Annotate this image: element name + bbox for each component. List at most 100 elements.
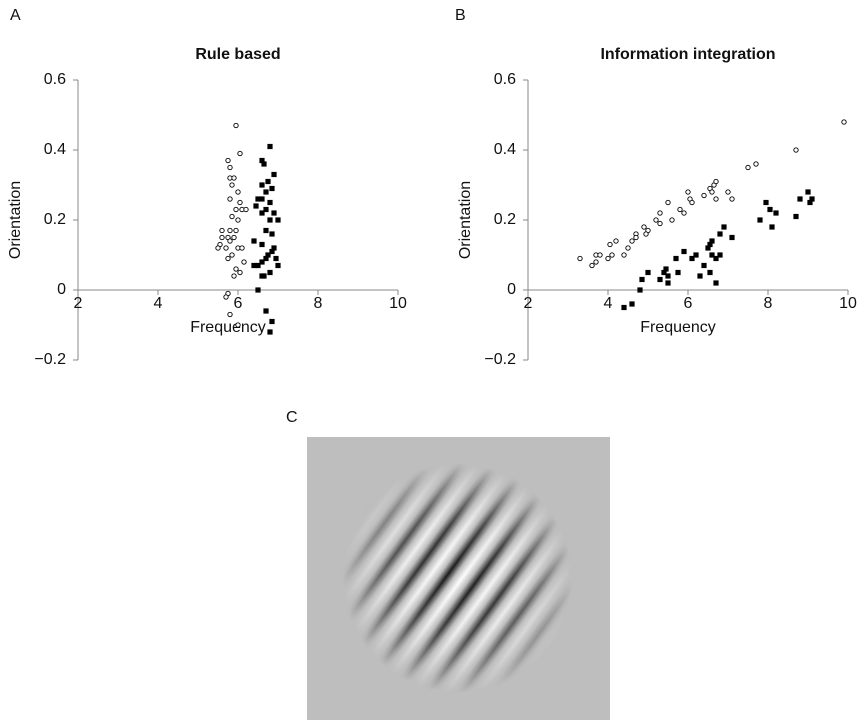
data-point <box>629 301 634 306</box>
x-tick-label: 2 <box>524 295 533 312</box>
y-tick-label: −0.2 <box>484 351 516 368</box>
data-point <box>230 183 234 187</box>
data-point <box>634 235 638 239</box>
data-point <box>259 242 264 247</box>
y-tick-label: 0.2 <box>494 211 516 228</box>
data-point <box>665 273 670 278</box>
data-point <box>228 197 232 201</box>
data-point <box>234 207 238 211</box>
data-point <box>594 260 598 264</box>
data-point <box>754 162 758 166</box>
data-point <box>598 253 602 257</box>
data-point <box>265 179 270 184</box>
data-point <box>261 161 266 166</box>
data-point <box>230 214 234 218</box>
data-point <box>255 263 260 268</box>
data-point <box>717 231 722 236</box>
x-tick-label: 8 <box>764 295 773 312</box>
data-point <box>614 239 618 243</box>
data-point <box>658 221 662 225</box>
y-tick-label: 0.4 <box>44 141 66 158</box>
y-axis-label: Orientation <box>7 181 24 259</box>
data-point <box>269 319 274 324</box>
data-point <box>707 270 712 275</box>
data-point <box>729 235 734 240</box>
data-point <box>642 225 646 229</box>
data-point <box>682 211 686 215</box>
data-point <box>275 263 280 268</box>
data-point <box>234 267 238 271</box>
data-point <box>263 228 268 233</box>
data-point <box>644 232 648 236</box>
data-point <box>713 280 718 285</box>
x-tick-label: 6 <box>234 295 243 312</box>
data-point <box>267 200 272 205</box>
data-point <box>228 228 232 232</box>
x-tick-label: 10 <box>389 295 407 312</box>
data-point <box>269 186 274 191</box>
data-point <box>793 214 798 219</box>
x-axis-label: Frequency <box>190 319 266 336</box>
data-point <box>224 246 228 250</box>
data-point <box>693 252 698 257</box>
data-point <box>797 196 802 201</box>
data-point <box>263 308 268 313</box>
data-point <box>228 312 232 316</box>
data-point <box>726 190 730 194</box>
data-point <box>678 207 682 211</box>
data-point <box>658 211 662 215</box>
y-tick-label: 0 <box>57 281 66 298</box>
data-point <box>259 210 264 215</box>
data-point <box>681 249 686 254</box>
data-point <box>663 266 668 271</box>
data-point <box>242 260 246 264</box>
y-tick-label: 0 <box>507 281 516 298</box>
data-point <box>794 148 798 152</box>
data-point <box>238 151 242 155</box>
x-axis-label: Frequency <box>640 319 716 336</box>
data-point <box>714 197 718 201</box>
x-tick-label: 2 <box>74 295 83 312</box>
data-point <box>220 228 224 232</box>
panel-label: C <box>286 409 298 426</box>
data-point <box>675 270 680 275</box>
data-point <box>228 239 232 243</box>
data-point <box>232 176 236 180</box>
data-point <box>267 270 272 275</box>
data-point <box>717 252 722 257</box>
figure: A B C Rule based Frequency Orientation −0.2… <box>0 0 860 723</box>
data-point <box>714 179 718 183</box>
data-point <box>746 165 750 169</box>
data-point <box>267 217 272 222</box>
data-point <box>673 256 678 261</box>
data-point <box>670 218 674 222</box>
y-tick-label: 0.6 <box>44 71 66 88</box>
data-point <box>224 295 228 299</box>
data-point <box>271 172 276 177</box>
data-point <box>767 207 772 212</box>
data-point <box>721 224 726 229</box>
data-point <box>606 256 610 260</box>
y-axis-label: Orientation <box>457 181 474 259</box>
panel-label: A <box>10 7 21 24</box>
data-point <box>251 238 256 243</box>
data-point <box>259 182 264 187</box>
data-point <box>630 239 634 243</box>
data-point <box>230 253 234 257</box>
data-point <box>220 235 224 239</box>
data-point <box>610 253 614 257</box>
data-point <box>236 218 240 222</box>
data-point <box>216 246 220 250</box>
panel-label: B <box>455 7 466 24</box>
data-point <box>763 200 768 205</box>
chart-title: Rule based <box>195 46 280 63</box>
data-point <box>275 217 280 222</box>
data-point <box>665 280 670 285</box>
data-point <box>269 249 274 254</box>
data-point <box>590 263 594 267</box>
data-point <box>809 196 814 201</box>
data-point <box>263 189 268 194</box>
data-point <box>757 217 762 222</box>
data-point <box>238 200 242 204</box>
data-point <box>578 256 582 260</box>
